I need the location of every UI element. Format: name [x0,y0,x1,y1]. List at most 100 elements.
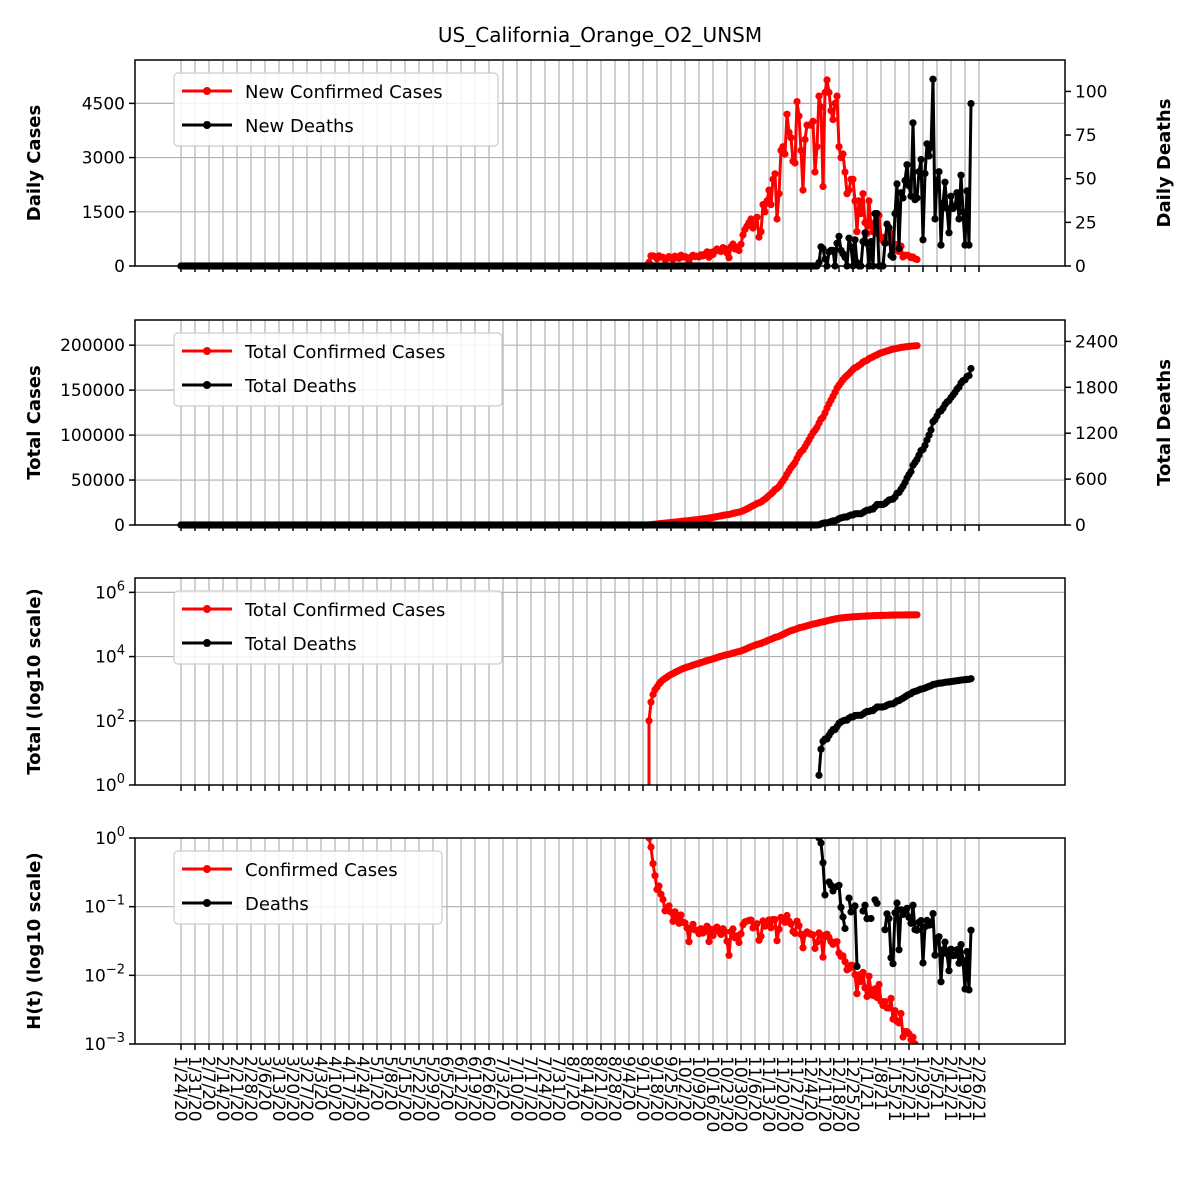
data-point [721,928,729,936]
data-point [819,182,827,191]
data-point [945,229,953,237]
y-tick-label: 3000 [82,149,125,169]
data-point [905,913,913,922]
x-tick-label: 2/28/20 [240,1056,260,1122]
x-tick-label: 1/31/20 [184,1056,204,1122]
data-point [885,224,893,232]
series-total-confirmed-log [645,611,921,725]
data-point [813,938,821,946]
data-point [859,907,867,915]
data-point [689,920,697,928]
data-point [645,838,653,842]
data-point [967,926,975,934]
data-point [833,938,841,946]
x-tick-label: 11/20/20 [772,1056,792,1132]
data-point [799,186,807,194]
data-point [735,246,743,255]
x-tick-label: 7/24/20 [534,1056,554,1122]
legend-entry: Total Confirmed Cases [244,600,445,621]
legend-marker [203,381,211,389]
x-tick-label: 7/17/20 [520,1056,540,1122]
data-point [851,902,859,910]
data-point [769,175,777,183]
x-tick-label: 10/9/20 [688,1056,708,1122]
y-tick-label: 1500 [82,203,125,223]
data-point [853,990,861,998]
data-point [953,946,961,954]
y-right-axis-label: Daily Deaths [1154,99,1175,228]
data-point [967,100,975,108]
data-point [963,187,971,195]
x-tick-label: 9/18/20 [646,1056,666,1122]
data-point [647,843,655,851]
data-point [853,228,861,236]
series-total-deaths-log [815,675,975,779]
data-point [895,1019,903,1027]
panel-hazard: 10−3 10−2 10−1 100 H(t) (log10 scale) Confirm… [24,825,1066,1132]
data-point [669,917,677,925]
data-point [875,980,883,989]
panel-cumulative: 0 50000 100000 150000 200000 0 600 1200 1800 2400… [24,319,1175,536]
x-tick-label: 5/1/20 [366,1056,386,1111]
data-point [937,978,945,986]
panel-daily: 0 1500 3000 4500 0 25 50 75 100 Daily Cases Daily … [24,59,1175,277]
x-tick-label: 7/3/20 [492,1056,512,1111]
data-point [851,236,859,244]
x-tick-label: 12/18/20 [828,1056,848,1132]
data-point [815,92,823,100]
x-tick-label: 5/22/20 [408,1056,428,1122]
data-point [887,954,895,962]
data-point [905,182,913,190]
data-point [965,986,973,994]
x-tick-label: 8/28/20 [604,1056,624,1122]
data-point [959,208,967,216]
series-hazard-cases [645,838,919,1044]
legend-box [173,332,503,407]
x-tick-label: 2/14/20 [212,1056,232,1122]
data-point [967,364,975,373]
data-point [865,972,873,980]
data-point [773,215,781,223]
x-tick-label: 10/23/20 [716,1056,736,1132]
data-point [647,698,655,706]
data-point [755,233,763,241]
x-tick-label: 5/15/20 [394,1056,414,1122]
y-tick-label: 4500 [82,94,125,114]
data-point [943,204,951,212]
data-point [913,194,921,202]
data-point [847,908,855,916]
data-point [897,1009,905,1018]
data-point [873,899,881,907]
x-tick-label: 12/25/20 [842,1056,862,1132]
legend-box [173,590,503,665]
x-tick-label: 2/21/20 [226,1056,246,1122]
data-point [767,924,775,932]
data-point [817,745,825,753]
data-point [725,254,733,262]
data-point [903,904,911,912]
x-tick-label: 10/16/20 [702,1056,722,1132]
data-point [899,1033,907,1041]
x-tick-label: 1/24/20 [170,1056,190,1122]
data-point [927,921,935,929]
data-point [899,194,907,202]
x-tick-label: 11/13/20 [758,1056,778,1132]
y-axis-label: Daily Cases [24,105,45,221]
x-tick-label: 6/19/20 [464,1056,484,1122]
data-point [861,984,869,992]
data-point [831,99,839,107]
y-tick-label: 10−2 [84,962,125,986]
legend-marker [203,605,211,613]
data-point [887,994,895,1003]
data-point [773,937,781,945]
data-point [835,232,843,240]
x-tick-label: 6/5/20 [436,1056,456,1111]
y-axis-label: Total (log10 scale) [24,588,45,775]
data-point [967,675,975,683]
data-point [957,941,965,949]
data-point [835,881,843,889]
x-tick-label: 1/1/21 [856,1056,876,1111]
data-point [937,241,945,249]
data-point [757,228,765,236]
y-right-tick-label: 100 [1075,82,1107,102]
